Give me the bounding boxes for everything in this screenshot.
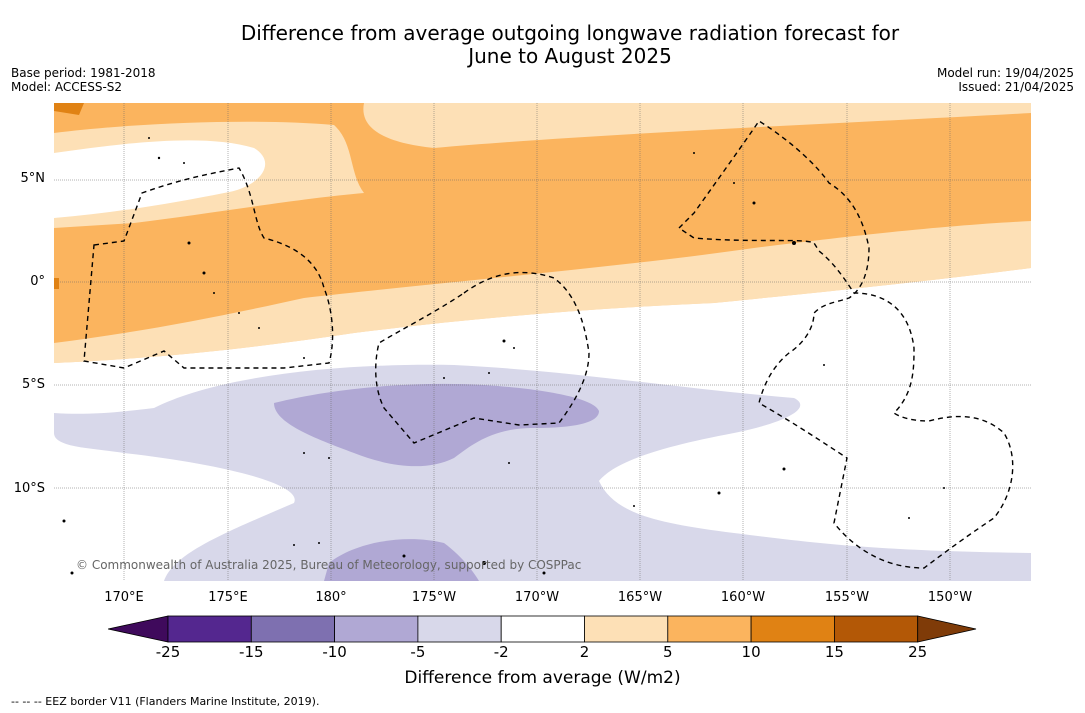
lon-label-160w: 160°W: [720, 590, 766, 605]
neutral-zone-north-west: [54, 140, 266, 218]
colorbar-segment: [334, 615, 419, 643]
meta-left: Base period: 1981-2018 Model: ACCESS-S2: [11, 66, 156, 94]
colorbar-tick-label: -15: [239, 643, 264, 661]
lat-label-5s: 5°S: [21, 377, 45, 392]
lon-label-155w: 155°W: [824, 590, 870, 605]
title-line-1: Difference from average outgoing longwav…: [240, 21, 900, 45]
base-period: Base period: 1981-2018: [11, 66, 156, 80]
title-line-2: June to August 2025: [468, 44, 672, 68]
positive-anomaly-2-5-top: [363, 103, 1031, 148]
colorbar-tick-label: -5: [410, 643, 426, 661]
coast-marks-2: [54, 278, 59, 289]
lon-label-175e: 175°E: [208, 590, 248, 605]
colorbar-segment: [750, 615, 835, 643]
grid-lines: [54, 103, 1031, 581]
eez-borders: [83, 120, 1014, 569]
lon-label-170w: 170°W: [514, 590, 560, 605]
colorbar-segment: [417, 615, 502, 643]
lon-label-175w: 175°W: [411, 590, 457, 605]
lat-label-0: 0°: [30, 274, 45, 289]
colorbar-tick-label: 25: [908, 643, 928, 661]
colorbar-tick-label: 2: [579, 643, 590, 661]
issued-date: Issued: 21/04/2025: [958, 80, 1074, 94]
positive-anomaly-2-5-equator: [54, 221, 1031, 363]
model-run: Model run: 19/04/2025: [936, 66, 1074, 80]
lon-label-165w: 165°W: [617, 590, 663, 605]
negative-anomaly-10-5: [274, 383, 599, 467]
colorbar-arrow-max: [917, 615, 977, 643]
colorbar-segment: [667, 615, 752, 643]
colorbar-label: Difference from average (W/m2): [404, 668, 681, 688]
colorbar-tick-label: 10: [741, 643, 761, 661]
negative-anomaly-bottom: [324, 539, 479, 581]
colorbar-arrow-min: [108, 615, 169, 643]
anomaly-map: [54, 103, 1031, 581]
map-title: Difference from average outgoing longwav…: [0, 22, 1085, 68]
copyright-notice: © Commonwealth of Australia 2025, Bureau…: [76, 558, 582, 572]
colorbar-segment: [167, 615, 252, 643]
lon-label-150w: 150°W: [927, 590, 973, 605]
islands: [62, 137, 945, 575]
lat-label-5n: 5°N: [20, 171, 46, 186]
colorbar-tick-label: -10: [322, 643, 347, 661]
coast-marks: [54, 103, 84, 115]
colorbar-tick-label: -25: [155, 643, 181, 661]
lat-label-10s: 10°S: [13, 481, 45, 496]
lon-label-180: 180°: [315, 590, 347, 605]
model-name: Model: ACCESS-S2: [11, 80, 123, 94]
colorbar-tick-label: 15: [824, 643, 844, 661]
colorbar-segment: [500, 615, 585, 643]
colorbar-segment: [584, 615, 669, 643]
eez-legend-footer: -- -- -- EEZ border V11 (Flanders Marine…: [11, 695, 320, 708]
colorbar-tick-label: 5: [663, 643, 673, 661]
lon-label-170e: 170°E: [104, 590, 144, 605]
colorbar-segment: [250, 615, 336, 643]
meta-right: Model run: 19/04/2025 Issued: 21/04/2025: [937, 66, 1074, 94]
colorbar: [108, 615, 977, 643]
colorbar-segment: [834, 615, 919, 643]
colorbar-tick-label: -2: [493, 643, 509, 661]
